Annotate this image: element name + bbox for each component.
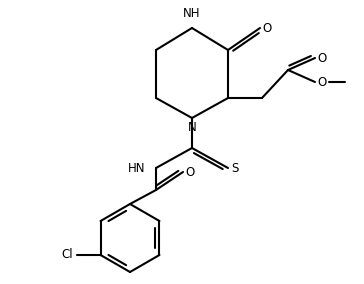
Text: N: N xyxy=(187,120,196,133)
Text: O: O xyxy=(317,51,327,64)
Text: NH: NH xyxy=(183,7,201,20)
Text: HN: HN xyxy=(127,162,145,174)
Text: O: O xyxy=(317,76,327,89)
Text: Cl: Cl xyxy=(62,248,74,262)
Text: S: S xyxy=(231,162,239,174)
Text: O: O xyxy=(262,22,272,34)
Text: O: O xyxy=(185,166,195,179)
